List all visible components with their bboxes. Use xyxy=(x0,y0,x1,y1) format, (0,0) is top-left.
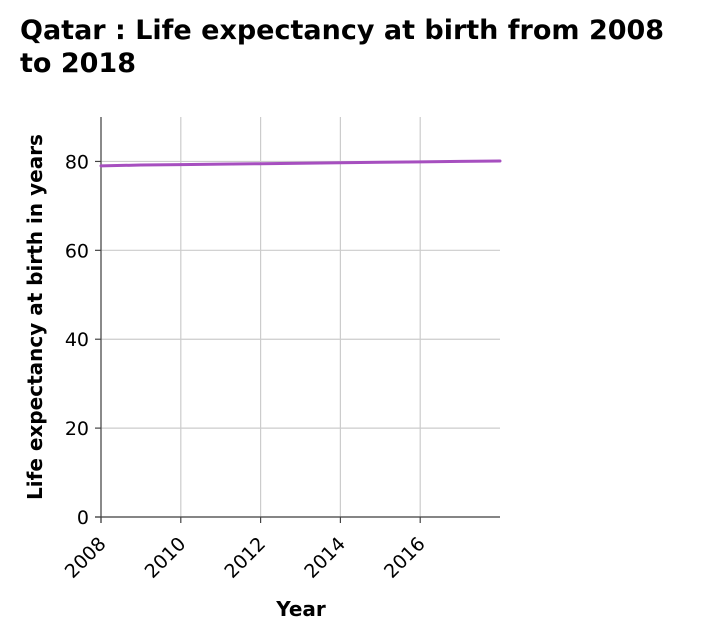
tick-labels: 0 20 40 60 80 2008 2010 2012 2014 2016 xyxy=(61,151,430,582)
y-tick-label: 40 xyxy=(65,329,89,351)
y-tick-label: 20 xyxy=(65,418,89,440)
series-layer xyxy=(99,159,502,168)
axes xyxy=(95,117,500,523)
x-tick-label: 2014 xyxy=(300,533,350,583)
x-tick-label: 2016 xyxy=(380,533,430,583)
x-tick-label: 2008 xyxy=(61,533,111,583)
grid-lines xyxy=(100,117,500,518)
x-tick-label: 2012 xyxy=(220,533,270,583)
x-tick-label: 2010 xyxy=(141,533,191,583)
series-line-0 xyxy=(99,159,502,168)
x-axis-label: Year xyxy=(275,597,326,621)
y-axis-label: Life expectancy at birth in years xyxy=(23,134,47,500)
chart-title: Qatar : Life expectancy at birth from 20… xyxy=(20,15,665,79)
y-tick-label: 80 xyxy=(65,151,89,173)
y-tick-label: 60 xyxy=(65,240,89,262)
y-tick-label: 0 xyxy=(77,507,89,529)
